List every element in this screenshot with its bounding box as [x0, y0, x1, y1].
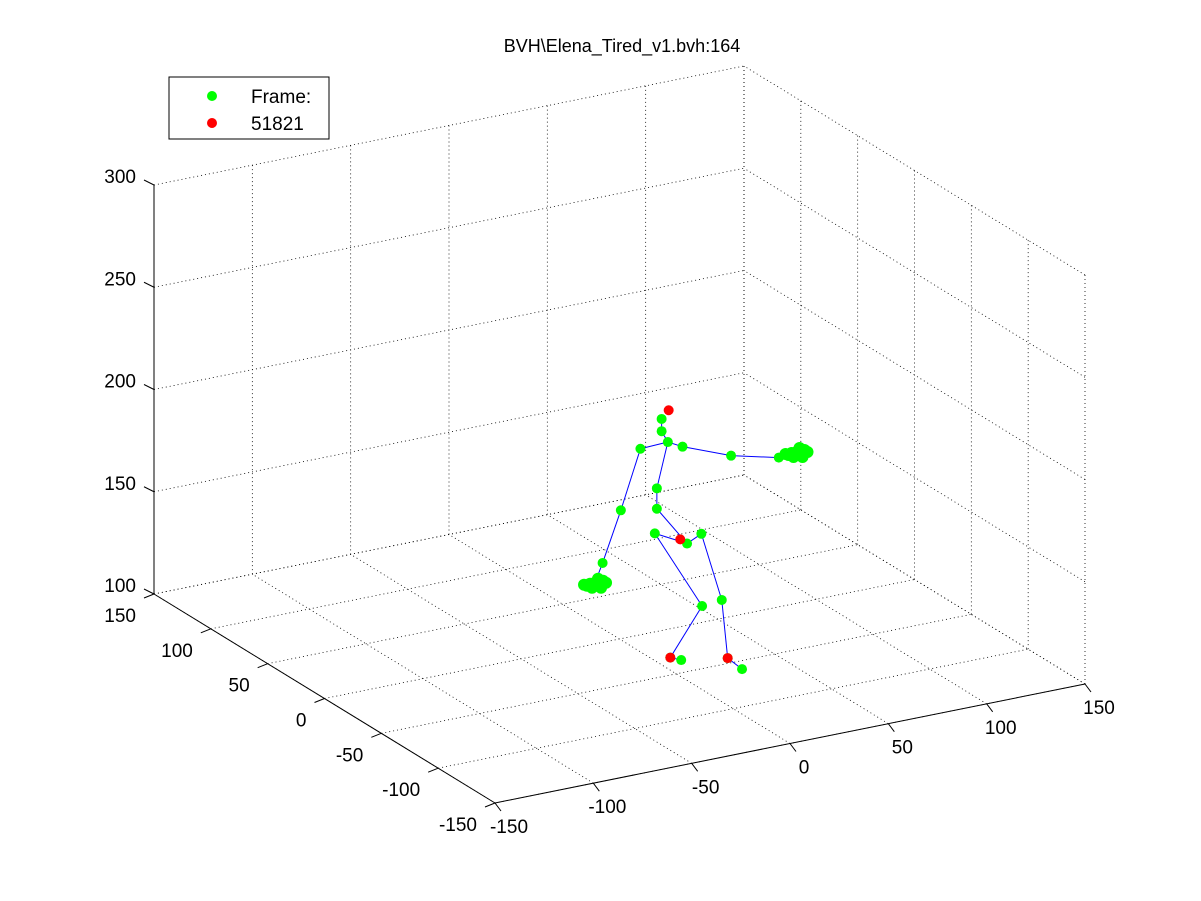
legend-label-value: 51821 — [251, 114, 304, 135]
z-tick-label: 300 — [104, 167, 136, 188]
x-tick-label: -50 — [692, 777, 719, 798]
z-tick-label: 150 — [104, 474, 136, 495]
joint-l-knee — [697, 600, 708, 611]
x-tick-label: 150 — [1083, 698, 1115, 719]
joint-l-hip — [649, 528, 660, 539]
legend-marker-value — [207, 118, 217, 128]
marker-hip-marker — [675, 534, 686, 545]
x-tick-label: 0 — [799, 758, 810, 779]
back-wall-gridline-z — [153, 65, 745, 186]
y-tick-mark — [143, 593, 155, 599]
x-tick-label: -150 — [490, 817, 528, 838]
joint-spine — [651, 503, 662, 514]
joint-r-toe — [737, 664, 748, 675]
joint-spine1 — [651, 483, 662, 494]
x-tick-mark — [494, 802, 502, 812]
marker-r-ankle-marker — [722, 653, 733, 664]
floor-gridline-y — [210, 509, 801, 630]
x-tick-mark — [1084, 683, 1092, 693]
bone-r-elbow-r-wrist — [731, 455, 779, 459]
z-tick-label: 200 — [104, 372, 136, 393]
y-tick-label: 50 — [229, 676, 250, 697]
legend-marker-frame — [207, 91, 217, 101]
joint-r-wrist — [773, 452, 784, 463]
joint-head — [656, 426, 667, 437]
x-tick-mark — [986, 703, 994, 713]
bone-spine1-neck — [656, 441, 669, 489]
x-tick-label: 50 — [892, 738, 913, 759]
back-wall-gridline-z — [153, 474, 745, 595]
y-tick-label: 150 — [104, 606, 136, 627]
floor-gridline-y — [438, 648, 1029, 769]
floor-gridline-y — [381, 613, 972, 734]
z-tick-label: 100 — [104, 576, 136, 597]
axes-layer — [143, 179, 1092, 812]
bone-l-hip-l-knee — [654, 533, 703, 607]
back-wall-gridline-z — [153, 167, 745, 288]
grid-layer — [153, 65, 1086, 804]
y-tick-label: -100 — [382, 780, 420, 801]
marker-l-ankle-marker — [665, 652, 676, 663]
joint-l-wrist — [597, 557, 608, 568]
floor-gridline-y — [267, 544, 858, 665]
joint-r-shoulder — [677, 441, 688, 452]
marker-head-marker — [663, 405, 674, 416]
y-tick-mark — [257, 663, 268, 669]
bone-r-shoulder-r-elbow — [682, 446, 732, 457]
x-tick-mark — [691, 763, 699, 772]
x-tick-mark — [887, 723, 895, 732]
joint-head-top — [656, 413, 667, 424]
z-tick-mark — [143, 588, 155, 595]
joint-l-shoulder — [635, 443, 646, 454]
y-tick-label: -50 — [336, 745, 363, 766]
x-tick-mark — [789, 743, 797, 752]
floor-gridline-y — [324, 579, 915, 699]
l-hand-cluster — [578, 578, 591, 591]
y-tick-mark — [200, 628, 212, 634]
y-tick-label: 0 — [296, 711, 307, 732]
bone-l-elbow-l-wrist — [602, 510, 622, 564]
y-tick-label: -150 — [439, 815, 477, 836]
y-tick-mark — [314, 698, 325, 703]
back-wall-gridline-z — [153, 270, 745, 390]
tick-labels: -150 -100 -50 0 50 100 150 -150 -100 -50 0 50 100 150… — [104, 167, 1115, 838]
bone-r-knee-r-ankle — [721, 599, 729, 659]
bone-l-knee-l-ankle — [669, 605, 703, 658]
bone-r-hip-r-knee — [700, 533, 723, 601]
joint-r-elbow — [726, 450, 737, 461]
z-tick-label: 250 — [104, 269, 136, 290]
y-tick-label: 100 — [161, 641, 193, 662]
z-tick-mark — [143, 179, 155, 186]
bone-l-shoulder-l-elbow — [620, 448, 641, 511]
y-tick-mark — [484, 802, 496, 808]
skeleton-joints — [578, 413, 814, 675]
x-tick-label: 100 — [985, 718, 1017, 739]
legend-box — [168, 76, 330, 140]
back-wall-gridline-z — [153, 372, 745, 493]
joint-neck — [662, 437, 673, 448]
z-tick-mark — [143, 486, 155, 493]
x-tick-label: -100 — [588, 797, 626, 818]
legend-label-frame: Frame: — [251, 87, 311, 108]
joint-l-elbow — [615, 505, 626, 516]
legend: Frame: 51821 — [168, 76, 330, 140]
joint-l-toe — [676, 655, 687, 666]
joint-r-hip — [696, 528, 707, 539]
y-tick-mark — [427, 767, 439, 773]
joint-r-hand — [791, 446, 802, 457]
joint-r-knee — [716, 594, 727, 605]
z-tick-mark — [143, 384, 155, 390]
chart-title: BVH\Elena_Tired_v1.bvh:164 — [504, 36, 740, 57]
joint-l-hand — [590, 577, 601, 588]
x-tick-mark — [592, 782, 600, 792]
y-tick-mark — [371, 732, 382, 738]
z-tick-mark — [143, 281, 155, 288]
skeleton-markers — [663, 405, 733, 664]
